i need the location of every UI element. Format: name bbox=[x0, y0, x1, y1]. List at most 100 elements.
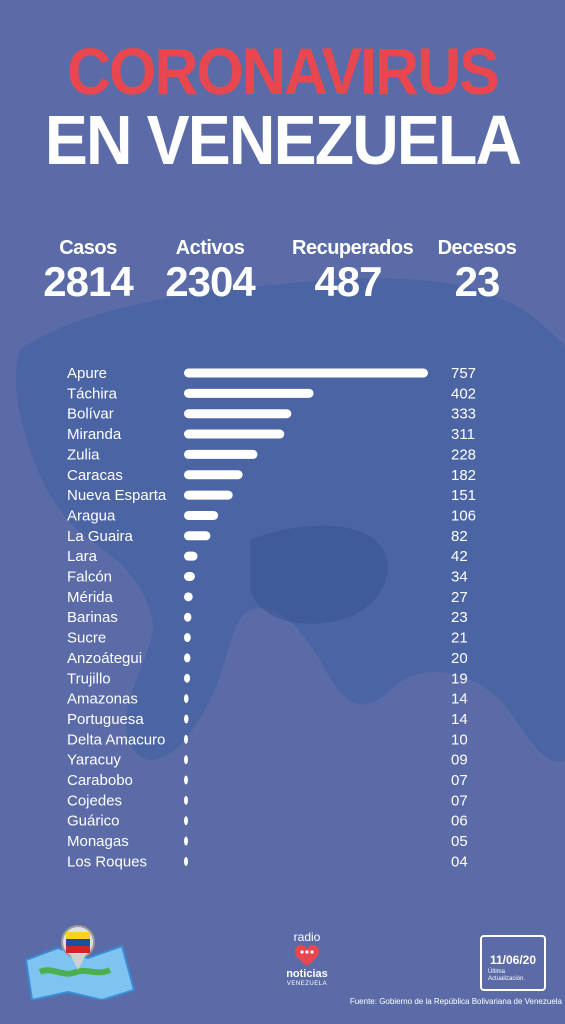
bar bbox=[184, 531, 211, 541]
bar bbox=[184, 795, 188, 805]
stat-recuperados-label: Recuperados bbox=[292, 237, 414, 259]
radio-heart-icon bbox=[295, 945, 319, 966]
bar bbox=[184, 551, 198, 561]
category-label: Apure bbox=[67, 365, 107, 382]
category-label: Trujillo bbox=[67, 670, 111, 687]
title-line1: CORONAVIRUS bbox=[67, 34, 500, 108]
value-label: 07 bbox=[451, 792, 468, 809]
bar bbox=[184, 673, 191, 683]
bar bbox=[184, 633, 191, 643]
stat-casos-value: 2814 bbox=[43, 258, 133, 305]
radio-logo-top-text: radio bbox=[293, 930, 321, 944]
value-label: 333 bbox=[451, 406, 476, 423]
stat-activos: Activos 2304 bbox=[160, 236, 260, 304]
update-date: 11/06/20 bbox=[489, 953, 537, 967]
category-label: Falcón bbox=[67, 569, 112, 586]
category-label: Sucre bbox=[67, 630, 106, 647]
category-label: Barinas bbox=[67, 609, 118, 626]
category-label: Mérida bbox=[67, 589, 114, 606]
bar bbox=[184, 734, 188, 744]
source-text: Fuente: Gobierno de la República Bolivar… bbox=[349, 997, 562, 1006]
bar bbox=[184, 449, 258, 459]
map-pin-logo-icon bbox=[24, 925, 136, 1000]
stat-activos-value: 2304 bbox=[165, 258, 255, 305]
value-label: 07 bbox=[451, 772, 468, 789]
value-label: 14 bbox=[451, 691, 468, 708]
category-label: Yaracuy bbox=[67, 752, 121, 769]
value-label: 23 bbox=[451, 609, 468, 626]
value-label: 311 bbox=[451, 426, 475, 443]
bar bbox=[184, 816, 188, 826]
bar bbox=[184, 836, 188, 846]
bar bbox=[184, 755, 188, 765]
bar bbox=[184, 612, 192, 622]
category-label: Amazonas bbox=[67, 691, 138, 708]
bar bbox=[184, 694, 189, 704]
value-label: 82 bbox=[451, 528, 468, 545]
stat-decesos-value: 23 bbox=[454, 258, 501, 305]
bar bbox=[184, 490, 233, 500]
value-label: 151 bbox=[451, 487, 476, 504]
radio-logo-bottom-text: noticias bbox=[286, 968, 328, 980]
value-label: 21 bbox=[451, 630, 468, 647]
value-label: 19 bbox=[451, 670, 468, 687]
stat-recuperados-value: 487 bbox=[314, 258, 382, 305]
category-label: La Guaira bbox=[67, 528, 134, 545]
category-label: Bolívar bbox=[67, 406, 114, 423]
bar bbox=[184, 470, 243, 480]
bar bbox=[184, 429, 285, 439]
title-line2: EN VENEZUELA bbox=[44, 101, 522, 179]
category-label: Miranda bbox=[67, 426, 122, 443]
category-label: Portuguesa bbox=[67, 711, 144, 728]
stat-activos-label: Activos bbox=[175, 237, 245, 259]
radio-logo-sub-text: VENEZUELA bbox=[286, 981, 328, 987]
bar bbox=[184, 653, 191, 663]
value-label: 228 bbox=[451, 446, 476, 463]
value-label: 757 bbox=[451, 365, 476, 382]
bar bbox=[184, 409, 292, 419]
value-label: 09 bbox=[451, 752, 468, 769]
value-label: 42 bbox=[451, 548, 468, 565]
bar bbox=[184, 510, 219, 520]
category-label: Monagas bbox=[67, 833, 129, 850]
value-label: 04 bbox=[451, 853, 468, 870]
value-label: 34 bbox=[451, 569, 468, 586]
category-label: Lara bbox=[67, 548, 98, 565]
bar bbox=[184, 775, 188, 785]
stat-casos: Casos 2814 bbox=[40, 236, 136, 304]
value-label: 06 bbox=[451, 813, 468, 830]
bar bbox=[184, 592, 193, 602]
category-label: Carabobo bbox=[67, 772, 133, 789]
value-label: 106 bbox=[451, 507, 476, 524]
stat-decesos: Decesos 23 bbox=[436, 236, 518, 304]
stat-casos-label: Casos bbox=[59, 237, 117, 259]
category-label: Delta Amacuro bbox=[67, 731, 165, 748]
value-label: 05 bbox=[451, 833, 468, 850]
value-label: 27 bbox=[451, 589, 468, 606]
value-label: 182 bbox=[451, 467, 476, 484]
bar bbox=[184, 856, 188, 866]
category-label: Nueva Esparta bbox=[67, 487, 167, 504]
cases-bar-chart: Apure 757 Táchira 402 Bolívar 333 Miranda 311 Zu… bbox=[67, 365, 476, 870]
value-label: 10 bbox=[451, 731, 468, 748]
stat-decesos-label: Decesos bbox=[437, 237, 517, 259]
category-label: Zulia bbox=[67, 446, 100, 463]
stat-recuperados: Recuperados 487 bbox=[292, 236, 414, 305]
category-label: Aragua bbox=[67, 507, 116, 524]
category-label: Caracas bbox=[67, 467, 123, 484]
update-note: Última Actualización. bbox=[488, 969, 526, 982]
bar bbox=[184, 368, 428, 378]
category-label: Guárico bbox=[67, 813, 120, 830]
category-label: Anzoátegui bbox=[67, 650, 142, 667]
category-label: Cojedes bbox=[67, 792, 122, 809]
category-label: Los Roques bbox=[67, 853, 147, 870]
value-label: 14 bbox=[451, 711, 468, 728]
bar bbox=[184, 572, 195, 581]
bar bbox=[184, 388, 314, 398]
value-label: 20 bbox=[451, 650, 468, 667]
category-label: Táchira bbox=[67, 385, 118, 402]
bar bbox=[184, 714, 189, 724]
value-label: 402 bbox=[451, 385, 476, 402]
calendar-icon: 11/06/20 Última Actualización. bbox=[480, 935, 546, 991]
